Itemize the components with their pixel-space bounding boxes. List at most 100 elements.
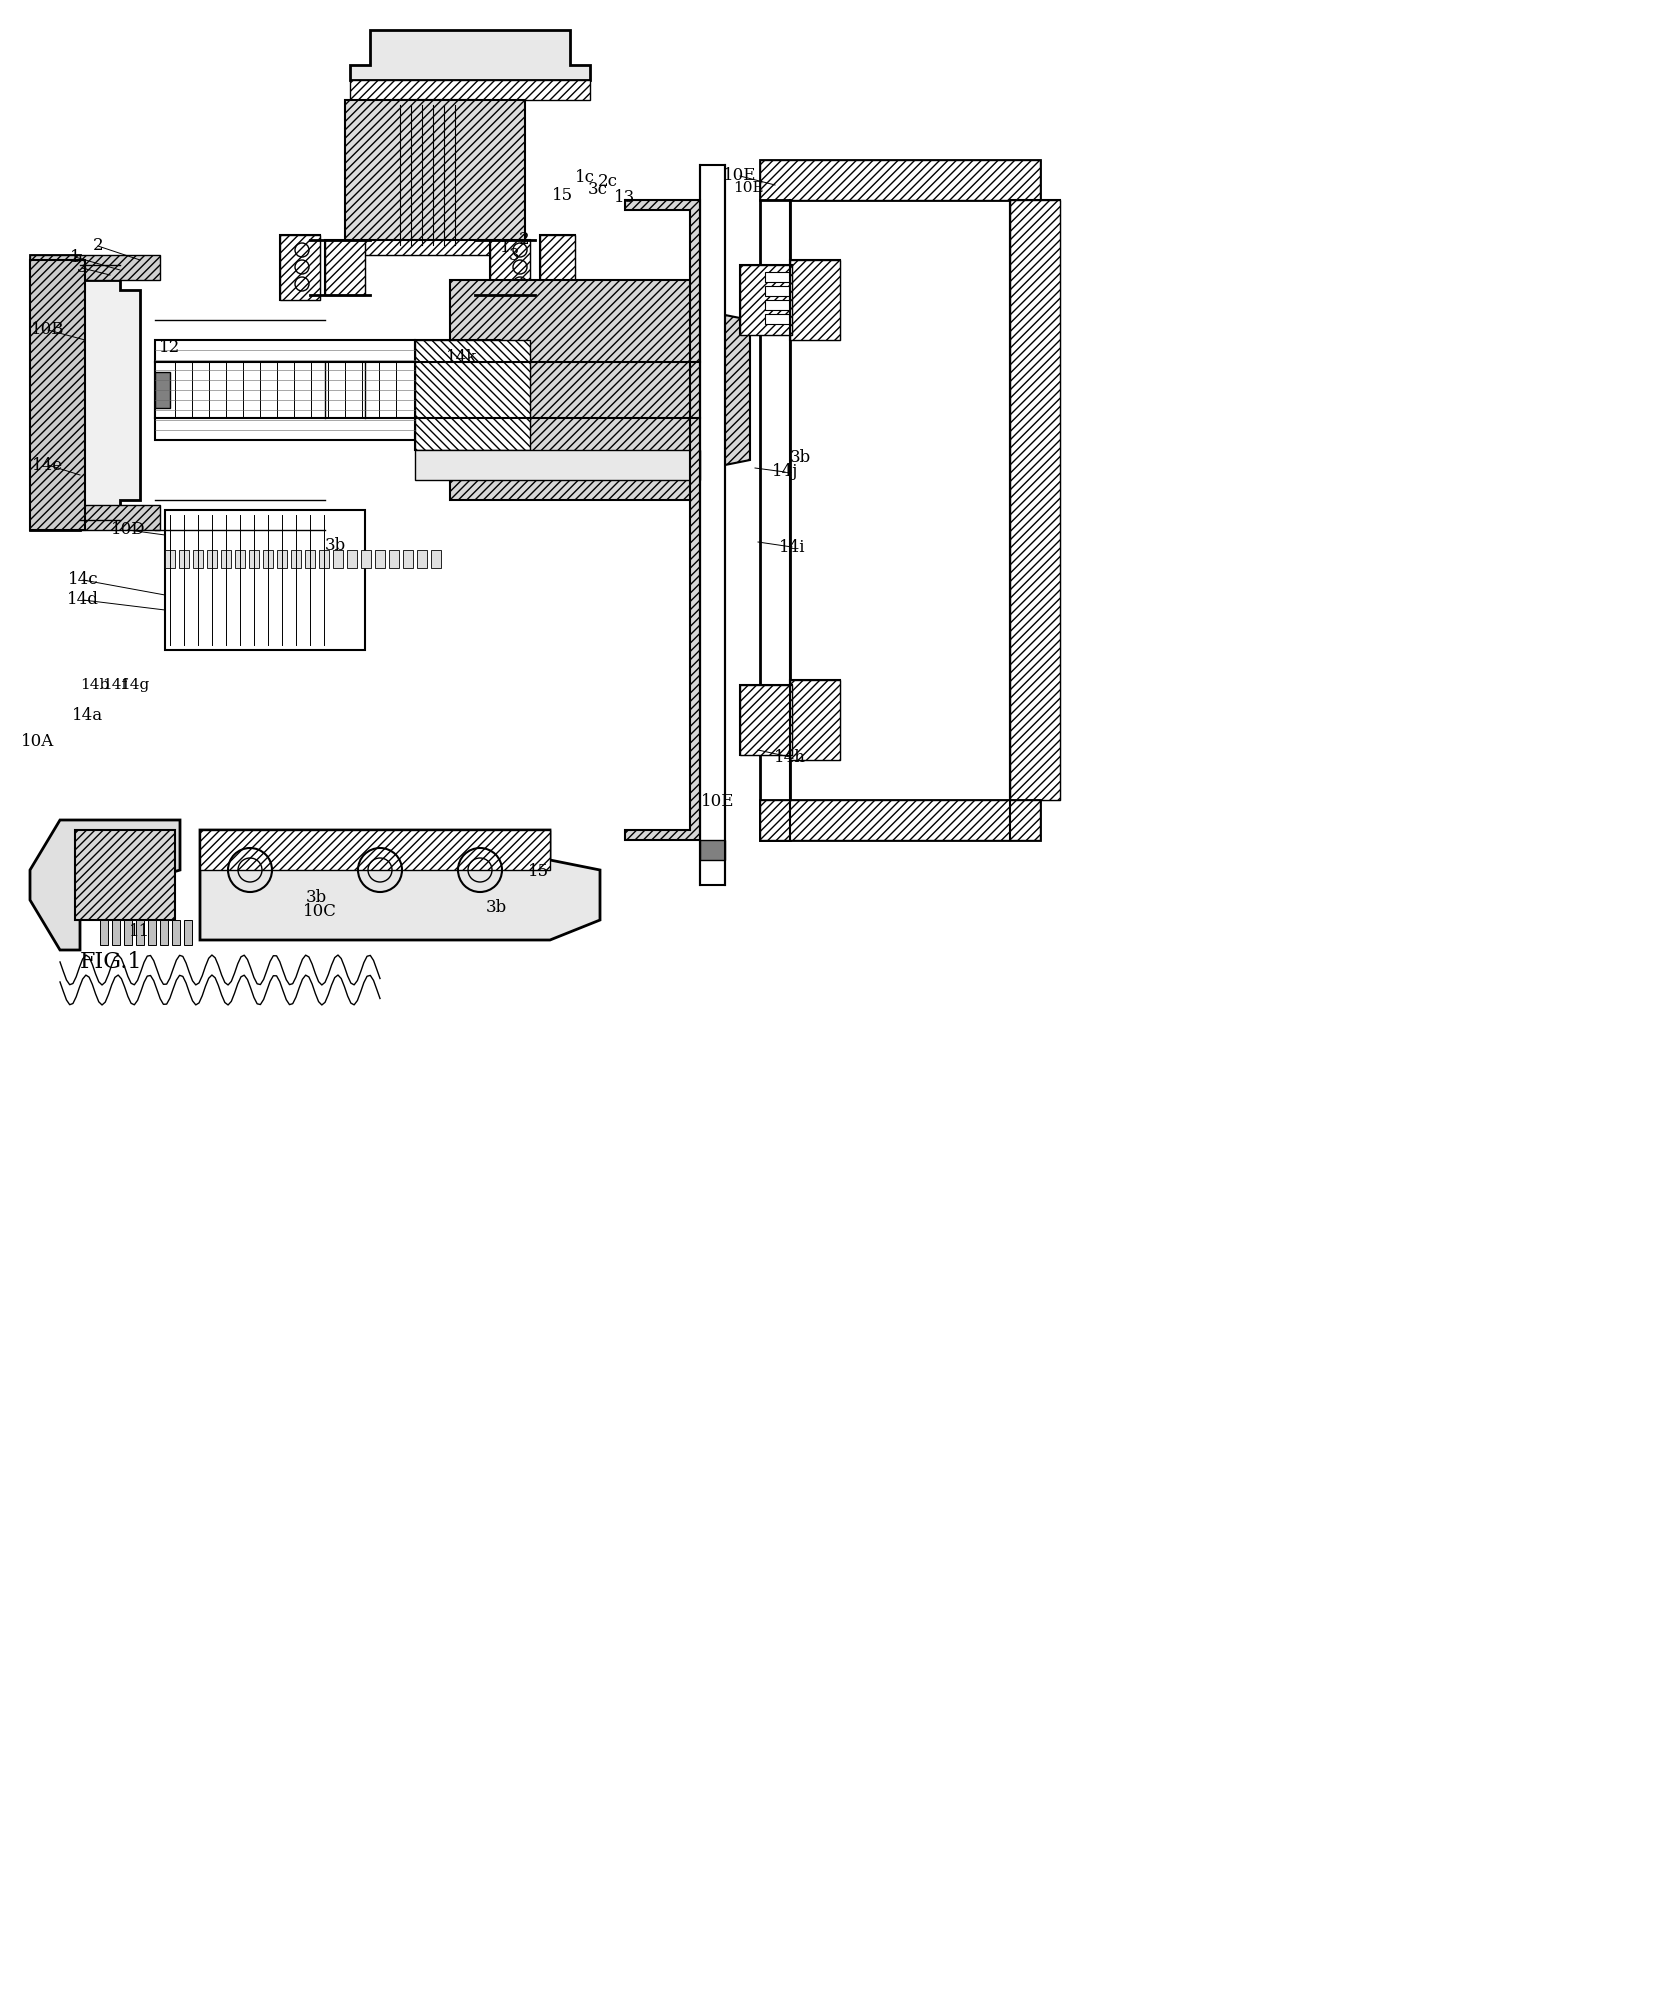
Bar: [739, 264, 791, 335]
Bar: [360, 230, 511, 254]
Polygon shape: [81, 504, 160, 530]
Polygon shape: [344, 101, 526, 240]
Bar: [324, 240, 365, 294]
Bar: [432, 550, 440, 569]
Bar: [764, 300, 790, 310]
Bar: [333, 550, 343, 569]
Bar: [165, 510, 365, 649]
Bar: [101, 919, 108, 946]
Bar: [790, 679, 840, 760]
Text: 3: 3: [509, 246, 519, 264]
Text: 3: 3: [77, 260, 87, 276]
Bar: [277, 550, 287, 569]
Text: 14e: 14e: [32, 456, 64, 474]
Bar: [417, 550, 427, 569]
Polygon shape: [30, 254, 139, 530]
Polygon shape: [200, 831, 600, 939]
Bar: [124, 919, 133, 946]
Bar: [759, 159, 1040, 200]
Text: 10E: 10E: [724, 167, 756, 185]
Bar: [360, 230, 511, 254]
Bar: [185, 919, 192, 946]
Polygon shape: [30, 254, 81, 530]
Bar: [790, 260, 840, 341]
Bar: [415, 341, 529, 450]
Bar: [171, 919, 180, 946]
Text: 3b: 3b: [486, 899, 507, 915]
Bar: [160, 919, 168, 946]
Bar: [249, 550, 259, 569]
Text: 14i: 14i: [780, 538, 805, 556]
Bar: [790, 679, 840, 760]
Polygon shape: [450, 280, 749, 500]
Text: 14k: 14k: [447, 349, 477, 367]
Polygon shape: [625, 200, 701, 841]
Polygon shape: [30, 821, 180, 950]
Text: 14b: 14b: [81, 677, 109, 691]
Text: 14c: 14c: [67, 571, 99, 589]
Bar: [319, 550, 329, 569]
Text: 1c: 1c: [575, 169, 595, 185]
Bar: [759, 200, 790, 841]
Bar: [136, 919, 144, 946]
Bar: [739, 264, 791, 335]
Bar: [764, 314, 790, 325]
Text: 15: 15: [528, 863, 549, 881]
Bar: [701, 165, 726, 885]
Bar: [390, 550, 400, 569]
Text: 12: 12: [160, 339, 181, 357]
Text: 15: 15: [551, 187, 573, 204]
Text: 10E: 10E: [732, 181, 763, 196]
Bar: [165, 550, 175, 569]
Bar: [281, 236, 319, 300]
Text: 14h: 14h: [774, 748, 806, 766]
Bar: [764, 272, 790, 282]
Bar: [155, 373, 170, 407]
Polygon shape: [759, 800, 1040, 841]
Text: 10B: 10B: [32, 321, 66, 339]
Text: 2c: 2c: [598, 173, 618, 190]
Polygon shape: [415, 341, 529, 450]
Text: 3b: 3b: [306, 889, 326, 905]
Polygon shape: [349, 30, 590, 81]
Text: 2: 2: [92, 238, 102, 254]
Text: 3c: 3c: [588, 181, 608, 198]
Bar: [25, 24, 1126, 1024]
Bar: [701, 841, 726, 861]
Bar: [539, 236, 575, 300]
Bar: [155, 363, 701, 417]
Bar: [759, 800, 1040, 841]
Bar: [403, 550, 413, 569]
Text: 14a: 14a: [72, 706, 104, 724]
Bar: [375, 550, 385, 569]
Polygon shape: [76, 831, 175, 919]
Bar: [1010, 200, 1060, 800]
Bar: [491, 240, 529, 294]
Bar: [264, 550, 272, 569]
Bar: [113, 919, 119, 946]
Bar: [281, 236, 319, 300]
Polygon shape: [415, 450, 701, 480]
Text: 10D: 10D: [111, 522, 144, 538]
Bar: [361, 550, 371, 569]
Bar: [790, 260, 840, 341]
Bar: [306, 550, 316, 569]
Text: 1: 1: [499, 240, 511, 256]
Polygon shape: [759, 159, 1040, 200]
Text: 14d: 14d: [67, 591, 99, 609]
Bar: [1010, 200, 1060, 800]
Bar: [200, 831, 549, 871]
Text: 14j: 14j: [771, 464, 798, 480]
Polygon shape: [30, 260, 86, 530]
Bar: [148, 919, 156, 946]
Bar: [491, 240, 529, 294]
Bar: [235, 550, 245, 569]
Bar: [180, 550, 190, 569]
Text: 11: 11: [129, 923, 151, 941]
Bar: [324, 240, 365, 294]
Polygon shape: [155, 341, 450, 439]
Bar: [348, 550, 358, 569]
Text: 10C: 10C: [302, 903, 338, 921]
Bar: [739, 685, 791, 756]
Bar: [207, 550, 217, 569]
